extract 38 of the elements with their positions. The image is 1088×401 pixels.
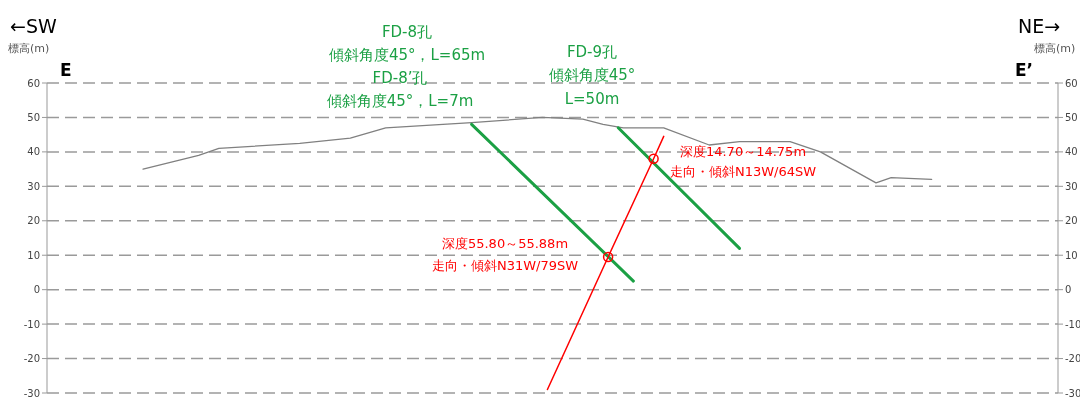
y2-axis-title: 標高(m) <box>1034 41 1076 56</box>
y2-tick-label: 10 <box>1065 249 1078 261</box>
y2-tick-label: -30 <box>1065 387 1082 399</box>
y-axis-title: 標高(m) <box>8 41 50 56</box>
annotation: 走向・傾斜N13W/64SW <box>669 163 817 181</box>
annotation: L=50m <box>564 89 620 110</box>
y-tick-label: 20 <box>27 215 40 227</box>
y-tick-label: -10 <box>23 318 40 330</box>
text: FD-9孔 <box>566 42 618 63</box>
y2-tick-label: 50 <box>1065 111 1078 123</box>
y2-tick-label: 30 <box>1065 180 1078 192</box>
annotation: 走向・傾斜N31W/79SW <box>431 257 579 275</box>
y-tick-label: 50 <box>27 111 40 123</box>
annotation: 傾斜角度45°，L=7m <box>326 91 474 112</box>
y2-tick-label: -20 <box>1065 353 1082 365</box>
y-tick-label: -20 <box>23 353 40 365</box>
y2-tick-label: 0 <box>1065 284 1072 296</box>
y2-tick-label: -10 <box>1065 318 1082 330</box>
line-series <box>142 116 933 184</box>
text: E’ <box>1015 59 1034 82</box>
annotation: 深度14.70～14.75m <box>679 143 807 161</box>
text: 傾斜角度45°，L=65m <box>328 45 486 66</box>
y-tick-label: 30 <box>27 180 40 192</box>
y2-tick-label: 20 <box>1065 215 1078 227</box>
text: FD-8孔 <box>381 22 433 43</box>
y-tick-label: 10 <box>27 249 40 261</box>
y-tick-label: -30 <box>23 387 40 399</box>
y2-tick-label: 40 <box>1065 146 1078 158</box>
y-tick-label: 40 <box>27 146 40 158</box>
text: NE→ <box>1018 14 1061 39</box>
text: E <box>60 59 72 82</box>
y-tick-label: 0 <box>33 284 40 296</box>
y2-tick-label: 60 <box>1065 77 1078 89</box>
annotation: 傾斜角度45° <box>548 65 636 86</box>
text: ←SW <box>10 14 57 39</box>
y-tick-label: 60 <box>27 77 40 89</box>
annotation: FD-8’孔 <box>372 68 428 89</box>
annotation: 深度55.80～55.88m <box>441 235 569 253</box>
